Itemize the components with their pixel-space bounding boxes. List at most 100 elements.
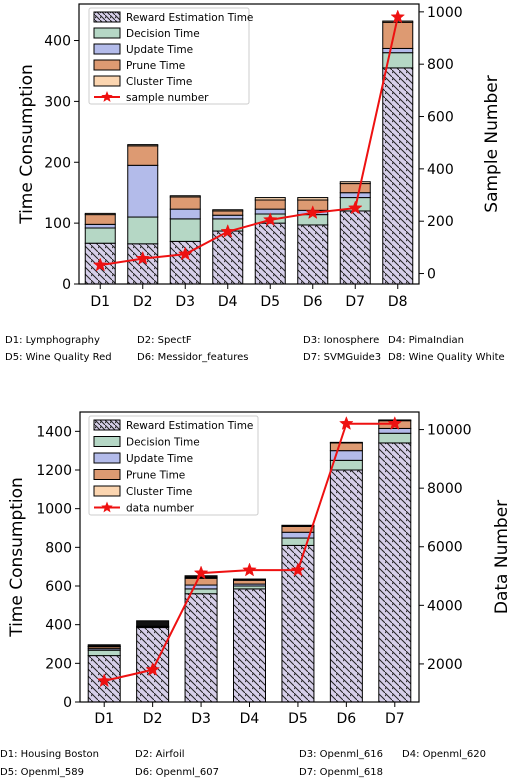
dataset-note: D1: Housing Boston <box>0 749 99 760</box>
x-tick-label: D3 <box>175 294 195 310</box>
legend-star-icon <box>101 501 113 513</box>
y-tick-label: 0 <box>63 695 72 711</box>
dataset-note: D2: Airfoil <box>135 749 185 760</box>
legend-label: Prune Time <box>126 470 185 482</box>
bar-d2-series-5 <box>136 620 170 627</box>
x-tick-label: D7 <box>345 294 365 310</box>
x-tick-label: D1 <box>94 711 114 727</box>
bar-d8-series-2 <box>382 47 414 54</box>
bar-d3-series-4 <box>169 195 201 198</box>
bar-d8-series-0 <box>382 67 414 285</box>
y2-tick-label: 1000 <box>427 5 463 21</box>
dataset-note: D8: Wine Quality White <box>388 352 505 363</box>
bar-d4-series-3 <box>212 210 244 216</box>
bar-d4-series-2 <box>212 214 244 220</box>
legend-label: data number <box>126 503 195 515</box>
bar-d6-series-1 <box>297 214 329 226</box>
bar-d5-series-0 <box>254 222 286 285</box>
x-tick-label: D6 <box>303 294 323 310</box>
y-tick-label: 1400 <box>36 424 72 440</box>
legend-label: Cluster Time <box>126 76 192 88</box>
y-tick-label: 200 <box>45 656 72 672</box>
y-axis-label: Time Consumption <box>7 477 27 638</box>
legend-swatch <box>93 452 121 464</box>
legend-label: Cluster Time <box>126 486 192 498</box>
bar-d1-series-2 <box>84 223 116 229</box>
line-marker-d5 <box>262 212 278 227</box>
legend-swatch <box>93 436 121 447</box>
line-marker-d1 <box>96 673 112 688</box>
y2-axis-label: Sample Number <box>482 75 502 212</box>
dataset-note: D6: Messidor_features <box>137 352 248 363</box>
y-tick-label: 300 <box>44 94 71 110</box>
x-tick-label: D6 <box>337 711 357 727</box>
bar-d2-series-4 <box>127 144 159 147</box>
bar-d3-series-1 <box>184 588 218 595</box>
dataset-note: D4: PimaIndian <box>388 335 464 346</box>
dataset-note: D7: Openml_618 <box>299 767 383 778</box>
bar-d7-series-2 <box>339 192 371 199</box>
chart-2: 0 200 400 600 800 1000 1200 1400 2000 4000 6000 800… <box>0 411 510 778</box>
legend-box <box>88 415 259 516</box>
bar-d1-series-3 <box>84 214 116 225</box>
chart-1: 0 100 200 300 400 0 200 400 600 800 1000 D1 D2 D3 D4 D5… <box>5 3 505 363</box>
legend-label: Decision Time <box>126 437 200 449</box>
y2-axis-label: Data Number <box>492 500 510 614</box>
y-tick-label: 1000 <box>36 502 72 518</box>
bar-d4-series-4 <box>212 209 244 212</box>
line-marker-d8 <box>390 9 406 24</box>
legend-label: Reward Estimation Time <box>126 12 253 24</box>
legend-swatch <box>93 27 121 39</box>
bar-d1-series-4 <box>84 212 116 216</box>
dataset-note: D5: Wine Quality Red <box>5 352 112 363</box>
dataset-note: D3: Openml_616 <box>299 749 383 760</box>
line-series <box>100 16 399 267</box>
legend-box <box>88 7 250 105</box>
legend-swatch <box>93 11 121 23</box>
bar-d1-series-1 <box>84 227 116 244</box>
bar-d4-series-5 <box>233 578 266 581</box>
x-tick-label: D1 <box>90 294 110 310</box>
bar-d1-series-5 <box>87 644 121 647</box>
dataset-note: D4: Openml_620 <box>402 749 486 760</box>
y-tick-label: 400 <box>44 34 71 50</box>
bar-d5-series-5 <box>281 524 315 527</box>
bar-d1-series-1 <box>87 649 121 657</box>
x-tick-label: D8 <box>388 294 408 310</box>
y2-tick-label: 800 <box>427 57 454 73</box>
bar-d6-series-4 <box>329 441 363 444</box>
bar-d6-series-1 <box>329 459 363 471</box>
bar-d4-series-0 <box>212 230 244 285</box>
legend-label: Update Time <box>126 453 193 465</box>
line-marker-d7 <box>347 200 363 215</box>
y-tick-label: 1200 <box>36 463 72 479</box>
x-tick-label: D3 <box>191 711 211 727</box>
legend-label: Decision Time <box>126 28 200 40</box>
bar-d6-series-3 <box>329 442 363 452</box>
y-tick-label: 400 <box>45 618 72 634</box>
bar-d4-series-0 <box>233 588 266 703</box>
line-marker-d2 <box>135 250 151 265</box>
bar-d3-series-1 <box>169 218 201 242</box>
legend-label: sample number <box>126 92 209 104</box>
bar-d3-series-2 <box>169 208 201 220</box>
legend-swatch <box>93 43 121 55</box>
line-marker-d3 <box>177 246 193 261</box>
legend-label: Reward Estimation Time <box>126 420 253 432</box>
y2-tick-label: 400 <box>427 162 454 178</box>
legend-swatch <box>93 419 121 431</box>
bar-d2-series-1 <box>127 216 159 245</box>
y2-tick-label: 0 <box>427 267 436 283</box>
bar-d3-series-0 <box>184 593 218 703</box>
bar-d7-series-1 <box>378 432 412 444</box>
bar-d2-series-3 <box>127 145 159 166</box>
legend-label: Update Time <box>126 44 193 56</box>
y2-tick-label: 600 <box>427 110 454 126</box>
y2-tick-label: 200 <box>427 214 454 230</box>
y2-tick-label: 2000 <box>427 657 463 673</box>
dataset-note: D3: Ionosphere <box>303 335 379 346</box>
x-tick-label: D4 <box>240 711 260 727</box>
line-marker-d6 <box>305 205 321 220</box>
legend: Reward Estimation Time Decision Time Updat… <box>88 415 259 516</box>
